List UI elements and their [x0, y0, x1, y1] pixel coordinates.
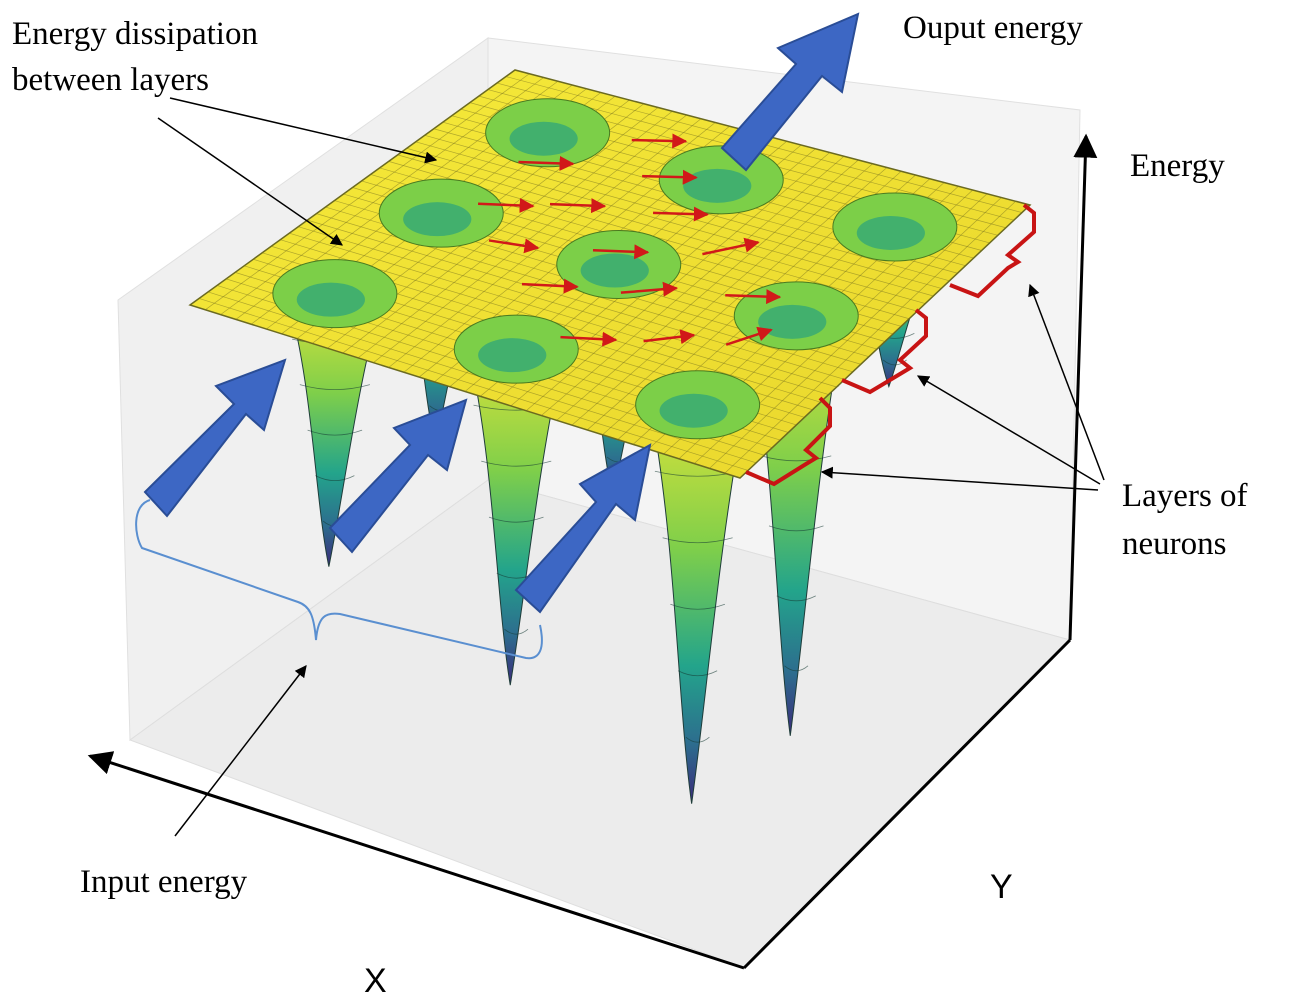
well-mesh-line	[677, 670, 718, 677]
dissipation-arrow	[702, 237, 760, 256]
dissipation-arrow	[549, 198, 607, 214]
dissipation-arrow	[620, 281, 679, 297]
dissipation-arrow	[631, 133, 688, 149]
bowl-center	[683, 168, 752, 203]
dissipation-arrow	[643, 329, 696, 345]
well-mesh-line	[776, 595, 816, 602]
layers-label-line1: Layers of	[1122, 478, 1248, 514]
mesh-line	[724, 200, 1016, 474]
well-mesh-line	[299, 384, 370, 390]
dissipation-arrow	[488, 238, 540, 254]
potential-well	[287, 299, 383, 567]
well-mesh-line	[662, 537, 733, 544]
layers-leader-1	[1028, 283, 1105, 481]
dissipation-label-line1: Energy dissipation	[12, 16, 258, 52]
well-mesh-line	[307, 429, 363, 436]
energy-axis-label: Energy	[1130, 148, 1225, 184]
bowl-center	[403, 202, 472, 237]
well-mesh-line	[488, 516, 544, 523]
dissipation-arrow	[592, 244, 650, 260]
layers-leader-3	[820, 466, 1099, 491]
y-axis-label: Y	[990, 868, 1013, 906]
dissipation-arrow	[518, 155, 575, 171]
axes	[87, 133, 1098, 970]
well-mesh-line	[481, 460, 552, 467]
dissipation-leader-1	[169, 97, 438, 164]
input-arrow-3	[514, 443, 652, 614]
layers-leader-2	[916, 375, 1101, 485]
input-arrow-2	[328, 398, 468, 554]
bowl-center	[296, 282, 365, 317]
potential-well	[650, 410, 745, 804]
dissipation-arrow	[725, 326, 773, 346]
well-mesh-line	[761, 455, 832, 462]
well-mesh-line	[784, 665, 809, 672]
y-axis-line	[742, 638, 1072, 970]
input-energy-label: Input energy	[80, 864, 248, 900]
dissipation-leader-2	[157, 117, 343, 246]
output-arrow	[720, 12, 860, 172]
dissipation-arrow	[642, 169, 698, 185]
dissipation-arrow	[478, 197, 535, 213]
energy-surface	[188, 69, 1032, 479]
input-energy-brace	[135, 499, 543, 660]
dissipation-label-line2: between layers	[12, 62, 209, 98]
layers-label-line2: neurons	[1122, 526, 1226, 562]
bowl-center	[856, 215, 925, 250]
potential-well	[469, 354, 564, 686]
well-mesh-line	[504, 628, 529, 635]
bowl-center	[659, 393, 728, 428]
mesh-line	[709, 197, 1002, 469]
dissipation-arrow	[653, 206, 709, 222]
layer-brackets	[745, 203, 1036, 487]
input-arrow-1	[143, 358, 287, 518]
surface-bowls	[272, 98, 958, 440]
well-mesh-line	[768, 525, 824, 532]
well-mesh-line	[315, 475, 355, 482]
layer-bracket-1	[949, 203, 1036, 299]
annotation-leaders	[157, 97, 1105, 837]
x-axis-line	[87, 751, 745, 970]
well-mesh-line	[670, 603, 726, 610]
dissipation-arrow	[725, 289, 782, 305]
dissipation-arrows	[478, 133, 782, 347]
well-mesh-line	[685, 736, 710, 743]
bowl-center	[509, 121, 578, 156]
x-axis-label: X	[364, 962, 387, 998]
layer-bracket-3	[745, 396, 832, 487]
bowl-center	[580, 253, 649, 288]
layer-bracket-2	[841, 308, 928, 395]
bowl-center	[478, 338, 547, 373]
energy-axis-line	[1068, 133, 1098, 641]
dissipation-arrow	[560, 331, 618, 347]
bowl-center	[758, 304, 827, 339]
input-leader	[174, 665, 307, 837]
energy-flow-arrows	[143, 12, 860, 614]
dissipation-arrow	[521, 278, 579, 294]
output-energy-label: Ouput energy	[903, 10, 1083, 46]
